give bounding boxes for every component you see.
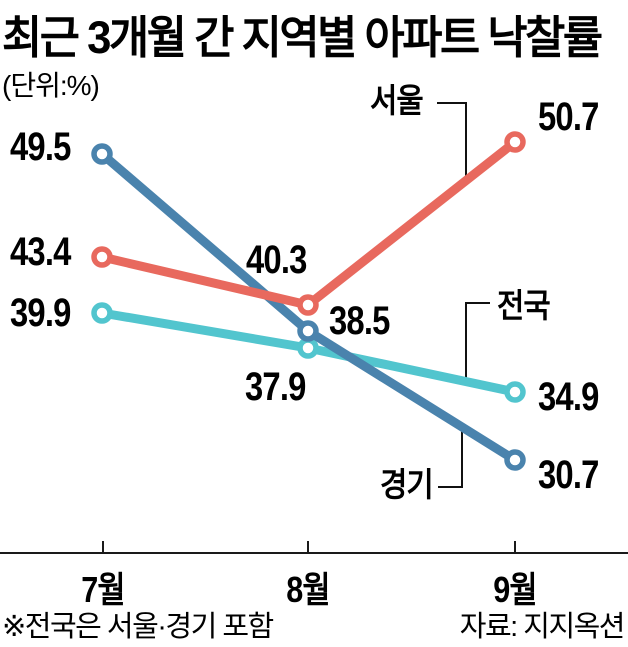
series-line-seoul (100, 138, 518, 310)
chart-title: 최근 3개월 간 지역별 아파트 낙찰률 (2, 12, 603, 63)
connector-gyeonggi (438, 430, 463, 488)
x-tick-label-jul: 7월 (81, 569, 125, 610)
source-credit: 자료: 지지옥션 (459, 611, 626, 643)
marker-seoul-aug (297, 294, 319, 316)
series-markers-seoul (91, 131, 526, 316)
value-seoul-aug: 40.3 (246, 238, 307, 282)
marker-seoul-jul (91, 246, 113, 268)
marker-gyeonggi-aug (297, 320, 319, 342)
x-tick-label-aug: 8월 (286, 569, 330, 610)
value-seoul-jul: 43.4 (10, 230, 71, 274)
series-markers-gyeonggi (91, 143, 526, 471)
value-gyeonggi-jul: 49.5 (10, 125, 71, 169)
marker-nationwide-aug (297, 337, 319, 359)
series-label-gyeonggi: 경기 (380, 466, 434, 503)
value-nationwide-sep: 34.9 (538, 375, 599, 419)
unit-label: (단위:%) (2, 70, 100, 101)
footnote: ※전국은 서울·경기 포함 (2, 611, 274, 643)
value-gyeonggi-sep: 30.7 (538, 453, 599, 497)
series-label-nationwide: 전국 (497, 287, 551, 324)
value-nationwide-aug: 37.9 (245, 365, 306, 409)
value-gyeonggi-aug: 38.5 (329, 299, 390, 343)
marker-gyeonggi-jul (91, 143, 113, 165)
marker-nationwide-jul (91, 302, 113, 324)
connector-nationwide (465, 302, 490, 379)
value-nationwide-jul: 39.9 (10, 291, 71, 335)
x-tick-label-sep: 9월 (493, 569, 537, 610)
series-label-seoul: 서울 (370, 82, 424, 119)
value-seoul-sep: 50.7 (538, 95, 599, 139)
marker-nationwide-sep (504, 381, 526, 403)
connector-seoul (437, 102, 467, 178)
marker-gyeonggi-sep (504, 449, 526, 471)
marker-seoul-sep (504, 131, 526, 153)
